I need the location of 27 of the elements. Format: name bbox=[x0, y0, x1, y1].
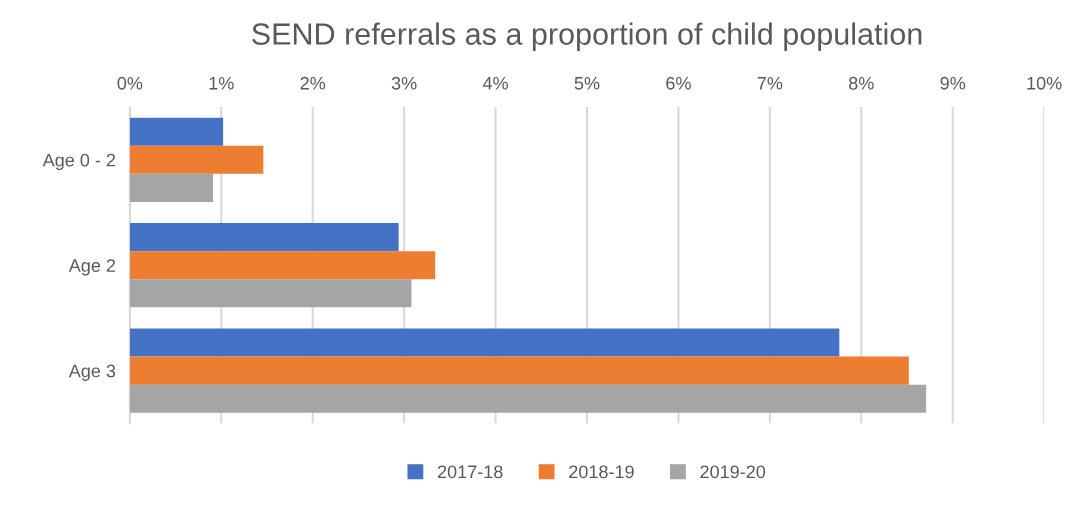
legend-label: 2019-20 bbox=[700, 465, 766, 479]
bar bbox=[129, 223, 399, 252]
bar bbox=[129, 173, 214, 202]
bar bbox=[129, 279, 412, 308]
x-tick-label: 4% bbox=[482, 76, 508, 90]
bar bbox=[129, 251, 436, 280]
bar bbox=[129, 356, 909, 385]
legend-label: 2018-19 bbox=[569, 465, 634, 479]
chart-title: SEND referrals as a proportion of child population bbox=[252, 22, 922, 51]
bar bbox=[129, 384, 927, 413]
x-tick-label: 6% bbox=[666, 76, 691, 90]
x-tick-label: 5% bbox=[574, 76, 600, 90]
bar bbox=[129, 117, 224, 146]
x-tick-label: 8% bbox=[849, 76, 874, 90]
bar bbox=[129, 328, 840, 357]
legend-label: 2017-18 bbox=[437, 465, 503, 479]
x-tick-label: 0% bbox=[117, 76, 143, 90]
x-tick-label: 7% bbox=[757, 76, 783, 90]
y-tick-label: Age 3 bbox=[68, 364, 116, 381]
y-tick-label: Age 0 - 2 bbox=[42, 153, 116, 171]
x-tick-label: 1% bbox=[209, 76, 234, 90]
x-tick-label: 2% bbox=[300, 76, 326, 90]
bar bbox=[129, 145, 264, 174]
x-tick-label: 10% bbox=[1027, 76, 1062, 90]
y-tick-label: Age 2 bbox=[68, 259, 116, 276]
x-tick-label: 3% bbox=[391, 76, 417, 90]
x-tick-label: 9% bbox=[940, 76, 966, 90]
